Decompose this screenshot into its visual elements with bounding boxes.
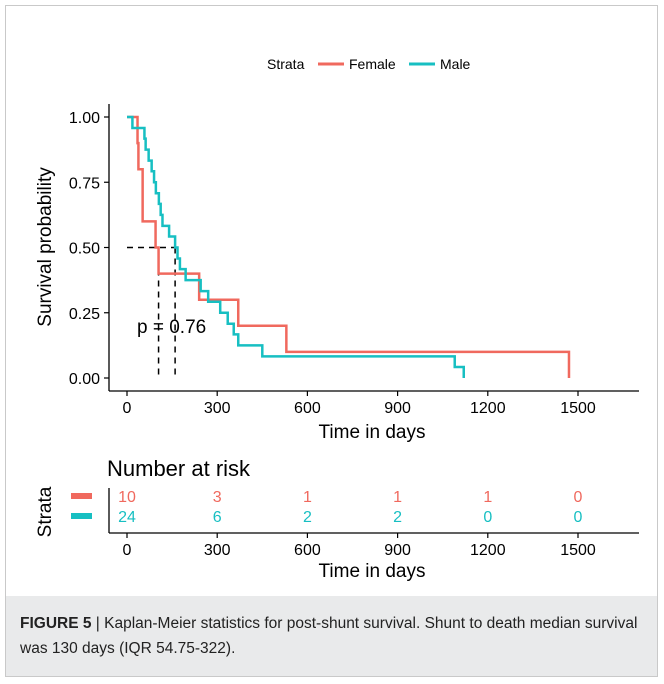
survival-curves: [127, 115, 571, 378]
risk-x-tick-label: 900: [384, 542, 411, 559]
risk-table-rows: 10 3 1 1 1 024 6 2 2 0 0: [71, 489, 583, 526]
x-tick-label: 1200: [470, 400, 506, 417]
risk-table: Number at risk Strata 10 3 1 1 1 024 6 2 2 0 0 0 30…: [35, 456, 639, 582]
figure-separator: |: [91, 615, 105, 632]
y-tick-label: 0.00: [69, 371, 100, 388]
risk-count: 2: [303, 509, 312, 526]
y-axis-ticks: 0.00 0.25 0.50 0.75 1.00: [69, 110, 109, 388]
survival-plot: 0.000.250.500.751.00 0 300 600 900 1200 1500 …: [35, 104, 639, 443]
risk-table-title: Number at risk: [107, 456, 251, 481]
risk-x-tick-label: 0: [123, 542, 132, 559]
risk-count: 1: [303, 489, 312, 506]
risk-count: 1: [393, 489, 402, 506]
risk-count: 2: [393, 509, 402, 526]
y-tick-label: 0.50: [69, 241, 100, 258]
risk-x-tick-label: 600: [294, 542, 321, 559]
risk-count: 24: [118, 509, 136, 526]
y-axis-title: Survival probability: [35, 167, 56, 327]
legend-female-label: Female: [349, 56, 396, 72]
legend-title: Strata: [267, 56, 305, 72]
x-axis-title: Time in days: [319, 422, 426, 443]
x-tick-label: 1500: [560, 400, 596, 417]
risk-x-tick-label: 1200: [470, 542, 506, 559]
y-tick-label: 0.75: [69, 175, 100, 192]
risk-x-tick-label: 300: [204, 542, 231, 559]
median-reference-lines: [127, 246, 176, 378]
risk-count: 0: [483, 509, 492, 526]
legend-male-label: Male: [440, 56, 471, 72]
x-axis-ticks: 0 300 600 900 1200 1500: [123, 391, 596, 417]
survival-curve-female: [127, 115, 571, 378]
risk-table-y-title: Strata: [35, 486, 56, 537]
risk-table-x-ticks: 0 300 600 900 1200 1500: [123, 533, 596, 559]
figure-frame: [5, 5, 658, 677]
risk-x-tick-label: 1500: [560, 542, 596, 559]
risk-count: 3: [213, 489, 222, 506]
risk-table-x-title: Time in days: [319, 561, 426, 582]
x-tick-label: 600: [294, 400, 321, 417]
risk-count: 6: [213, 509, 222, 526]
y-tick-label: 1.00: [69, 110, 100, 127]
x-tick-label: 300: [204, 400, 231, 417]
x-tick-label: 0: [123, 400, 132, 417]
p-value-annotation: p = 0.76: [137, 317, 206, 338]
figure-label: FIGURE 5: [20, 615, 92, 632]
y-tick-label: 0.25: [69, 306, 100, 323]
risk-count: 10: [118, 489, 136, 506]
caption-band: [6, 596, 657, 676]
survival-curve-male: [127, 115, 465, 378]
risk-count: 1: [483, 489, 492, 506]
x-tick-label: 900: [384, 400, 411, 417]
figure-caption: FIGURE 5 | Kaplan-Meier statistics for p…: [20, 611, 645, 661]
figure-caption-text: Kaplan-Meier statistics for post-shunt s…: [20, 615, 638, 657]
risk-count: 0: [574, 509, 583, 526]
legend: Strata Female Male: [267, 56, 471, 72]
risk-count: 0: [574, 489, 583, 506]
